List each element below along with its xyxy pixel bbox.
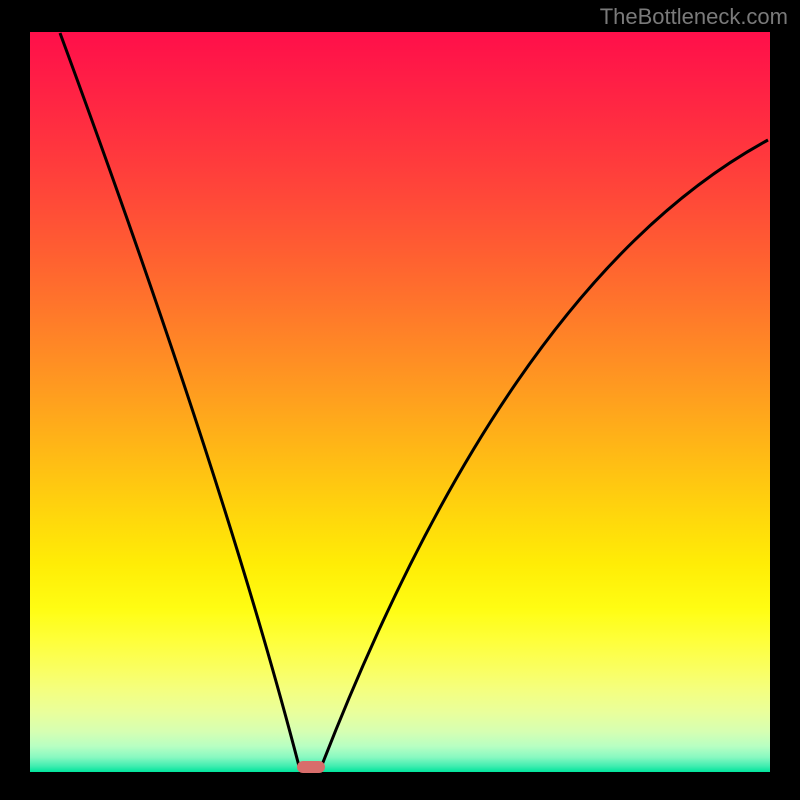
chart-container: TheBottleneck.com <box>0 0 800 800</box>
optimal-point-marker <box>297 761 325 773</box>
watermark-text: TheBottleneck.com <box>600 4 788 30</box>
plot-area <box>30 32 770 772</box>
